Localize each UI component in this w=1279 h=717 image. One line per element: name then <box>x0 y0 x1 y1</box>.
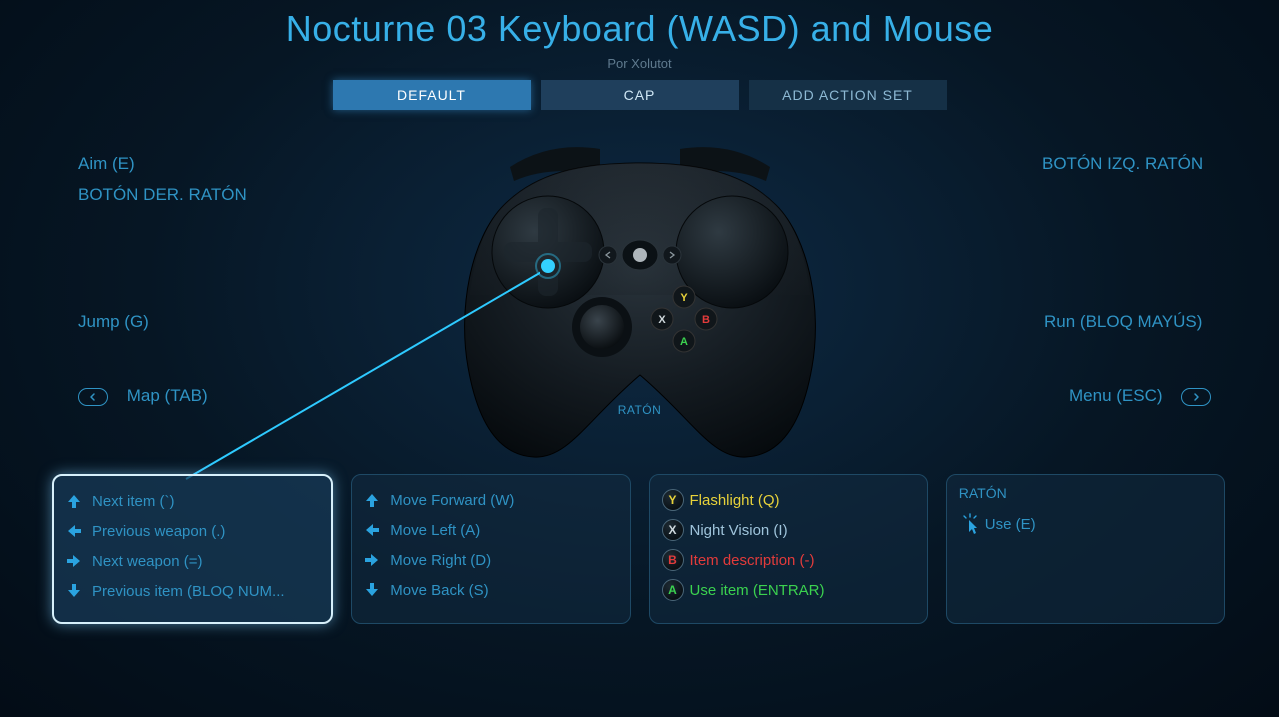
row-label: Move Left (A) <box>390 522 480 539</box>
row-label: Next item (`) <box>92 493 175 510</box>
a-button-icon: A <box>662 579 684 601</box>
controller-right-pad-label: RATÓN <box>618 403 662 417</box>
back-pill-icon <box>78 388 108 406</box>
label-run[interactable]: Run (BLOQ MAYÚS) <box>1044 312 1202 332</box>
panel-left-trackpad-dpad[interactable]: Next item (`) Previous weapon (.) Next w… <box>52 474 333 624</box>
tab-add-action-set[interactable]: ADD ACTION SET <box>749 80 947 110</box>
row-dpad-up[interactable]: Next item (`) <box>66 486 319 516</box>
panel-abxy[interactable]: Y Flashlight (Q) X Night Vision (I) B It… <box>649 474 928 624</box>
row-label: Move Right (D) <box>390 552 491 569</box>
arrow-up-icon <box>364 492 390 508</box>
row-dpad-right[interactable]: Move Right (D) <box>364 545 617 575</box>
label-left-mouse-button[interactable]: BOTÓN IZQ. RATÓN <box>1042 154 1203 174</box>
arrow-right-icon <box>364 552 390 568</box>
row-button-a[interactable]: A Use item (ENTRAR) <box>662 575 915 605</box>
arrow-down-icon <box>364 582 390 598</box>
y-button-icon: Y <box>662 489 684 511</box>
row-dpad-up[interactable]: Move Forward (W) <box>364 485 617 515</box>
arrow-up-icon <box>66 493 92 509</box>
x-button-icon: X <box>662 519 684 541</box>
row-label: Move Forward (W) <box>390 492 514 509</box>
row-label: Next weapon (=) <box>92 553 202 570</box>
config-author: Por Xolutot <box>0 56 1279 71</box>
label-aim[interactable]: Aim (E) <box>78 154 135 174</box>
row-label: Item description (-) <box>690 552 815 569</box>
row-dpad-left[interactable]: Previous weapon (.) <box>66 516 319 546</box>
label-menu[interactable]: Menu (ESC) <box>1069 386 1211 406</box>
row-label: Move Back (S) <box>390 582 488 599</box>
arrow-down-icon <box>66 583 92 599</box>
tap-icon <box>959 513 981 535</box>
svg-text:X: X <box>658 314 666 326</box>
label-map-text: Map (TAB) <box>127 386 208 405</box>
action-set-tabs: DEFAULT CAP ADD ACTION SET <box>333 80 947 110</box>
row-label: Use (E) <box>985 516 1036 533</box>
row-mouse-click[interactable]: Use (E) <box>959 509 1212 539</box>
svg-text:A: A <box>680 336 688 348</box>
row-dpad-down[interactable]: Move Back (S) <box>364 575 617 605</box>
row-label: Night Vision (I) <box>690 522 788 539</box>
panel-joystick-dpad[interactable]: Move Forward (W) Move Left (A) Move Righ… <box>351 474 630 624</box>
config-title: Nocturne 03 Keyboard (WASD) and Mouse <box>0 8 1279 50</box>
label-map[interactable]: Map (TAB) <box>78 386 208 406</box>
row-button-b[interactable]: B Item description (-) <box>662 545 915 575</box>
binding-panels: Next item (`) Previous weapon (.) Next w… <box>52 474 1225 624</box>
label-right-mouse-button[interactable]: BOTÓN DER. RATÓN <box>78 185 247 205</box>
arrow-right-icon <box>66 553 92 569</box>
row-label: Previous weapon (.) <box>92 523 225 540</box>
row-dpad-left[interactable]: Move Left (A) <box>364 515 617 545</box>
b-button-icon: B <box>662 549 684 571</box>
label-jump[interactable]: Jump (G) <box>78 312 149 332</box>
row-button-y[interactable]: Y Flashlight (Q) <box>662 485 915 515</box>
selection-connector-line <box>180 267 540 497</box>
svg-text:B: B <box>702 314 710 326</box>
arrow-left-icon <box>66 523 92 539</box>
tab-default[interactable]: DEFAULT <box>333 80 531 110</box>
row-label: Flashlight (Q) <box>690 492 780 509</box>
row-dpad-down[interactable]: Previous item (BLOQ NUM... <box>66 576 319 606</box>
svg-text:Y: Y <box>680 292 688 304</box>
panel-right-trackpad-mouse[interactable]: RATÓN Use (E) <box>946 474 1225 624</box>
arrow-left-icon <box>364 522 390 538</box>
row-label: Previous item (BLOQ NUM... <box>92 583 285 600</box>
row-label: Use item (ENTRAR) <box>690 582 825 599</box>
forward-pill-icon <box>1181 388 1211 406</box>
label-menu-text: Menu (ESC) <box>1069 386 1163 405</box>
tab-cap[interactable]: CAP <box>541 80 739 110</box>
panel-title: RATÓN <box>959 485 1212 501</box>
row-button-x[interactable]: X Night Vision (I) <box>662 515 915 545</box>
row-dpad-right[interactable]: Next weapon (=) <box>66 546 319 576</box>
